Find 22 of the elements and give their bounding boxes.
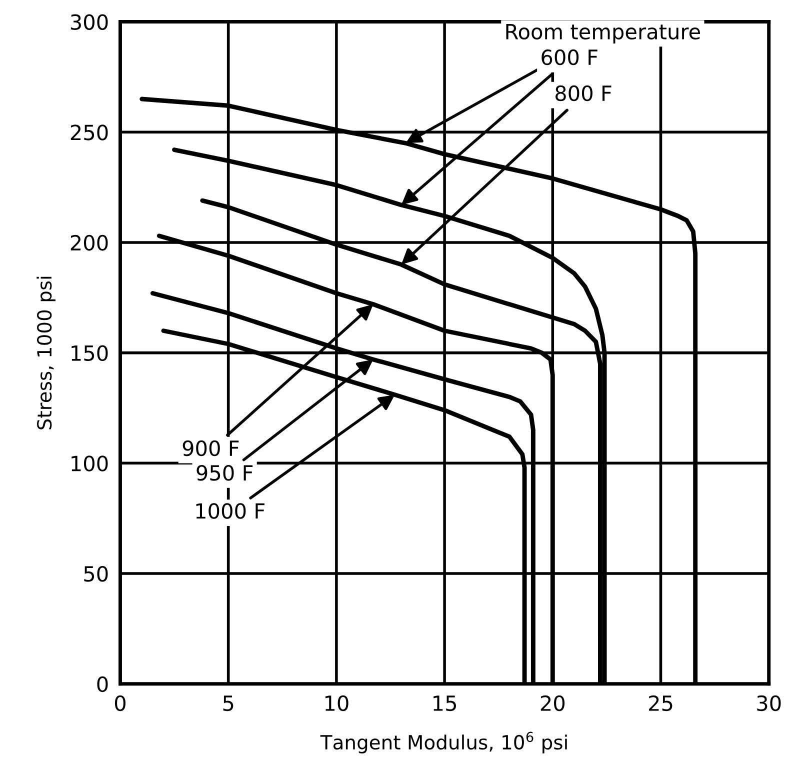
x-tick-label: 5 <box>223 696 234 712</box>
x-tick-label: 0 <box>114 695 126 712</box>
annotation: 900 F <box>182 440 239 456</box>
x-tick-label: 20 <box>540 695 565 712</box>
x-tick-label: 10 <box>325 695 348 712</box>
y-tick-label: 50 <box>84 566 108 582</box>
y-tick-label: 250 <box>70 124 108 140</box>
annotation: 800 F <box>555 85 612 102</box>
annotation: 600 F <box>542 49 598 66</box>
y-tick-label: 0 <box>97 676 108 692</box>
y-axis-title: Stress, 1000 psi <box>36 276 56 430</box>
y-tick-label: 200 <box>70 234 108 251</box>
y-tick-label: 100 <box>72 456 108 472</box>
y-tick-label: 150 <box>72 345 108 362</box>
annotation: Room temperature <box>506 24 700 44</box>
annotation: 950 F <box>196 465 253 481</box>
x-tick-label: 15 <box>434 696 456 712</box>
annotation: 1000 F <box>196 503 264 519</box>
x-tick-label: 25 <box>649 695 672 712</box>
x-tick-label: 30 <box>757 695 781 712</box>
x-axis-title: Tangent Modulus, 10$^{6}$ psi <box>320 732 567 754</box>
y-tick-label: 300 <box>70 14 108 30</box>
